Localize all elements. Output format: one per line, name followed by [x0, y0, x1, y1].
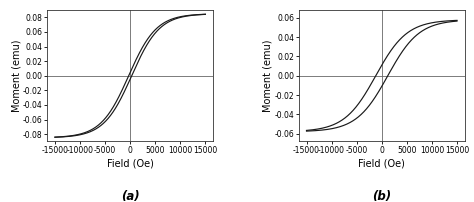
- Text: (a): (a): [121, 190, 139, 202]
- Text: (b): (b): [372, 190, 392, 202]
- Y-axis label: Moment (emu): Moment (emu): [11, 40, 21, 112]
- Y-axis label: Moment (emu): Moment (emu): [263, 40, 273, 112]
- X-axis label: Field (Oe): Field (Oe): [358, 158, 405, 168]
- X-axis label: Field (Oe): Field (Oe): [107, 158, 154, 168]
